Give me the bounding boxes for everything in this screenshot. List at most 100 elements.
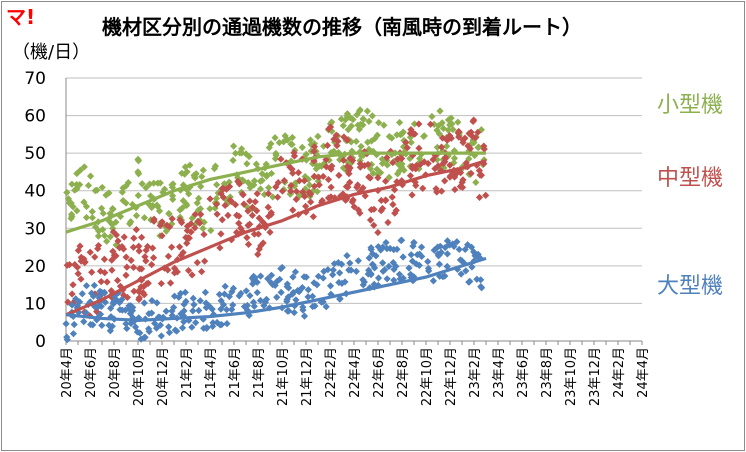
data-point-medium (255, 214, 263, 222)
data-point-large (439, 273, 447, 281)
data-point-small (142, 184, 150, 192)
data-point-small (271, 155, 280, 163)
data-point-large (262, 295, 271, 303)
data-point-small (198, 172, 206, 181)
data-point-large (436, 242, 444, 250)
data-point-medium (441, 153, 449, 162)
data-point-large (157, 332, 165, 340)
data-point-medium (149, 254, 158, 262)
data-point-small (313, 187, 321, 196)
data-point-large (82, 282, 91, 290)
data-point-large (473, 275, 481, 283)
data-point-small (288, 140, 296, 149)
data-point-medium (112, 252, 120, 260)
data-point-medium (349, 196, 357, 204)
data-point-medium (138, 265, 146, 273)
data-point-large (208, 305, 216, 313)
data-point-large (450, 242, 458, 250)
data-point-medium (365, 173, 373, 181)
data-point-small (252, 160, 260, 168)
data-point-medium (142, 257, 150, 265)
data-point-medium (88, 268, 96, 276)
data-point-medium (315, 181, 323, 189)
data-point-small (169, 180, 177, 188)
data-point-medium (451, 185, 459, 194)
y-tick-label: 0 (35, 332, 46, 352)
data-point-medium (450, 173, 459, 181)
y-tick-label: 50 (24, 144, 46, 164)
data-point-large (96, 310, 105, 318)
data-point-large (251, 274, 259, 282)
data-point-small (439, 124, 447, 133)
data-point-medium (366, 216, 375, 224)
data-point-medium (103, 278, 111, 286)
data-point-small (356, 106, 364, 114)
data-point-large (285, 307, 293, 315)
data-point-small (359, 115, 368, 123)
data-point-large (383, 275, 391, 283)
data-point-small (275, 139, 283, 147)
data-point-large (173, 327, 181, 335)
data-point-large (434, 250, 442, 258)
data-point-small (256, 177, 265, 185)
data-point-small (363, 107, 372, 115)
data-point-medium (74, 270, 82, 278)
data-point-large (209, 319, 217, 327)
data-point-medium (226, 196, 234, 204)
data-point-large (89, 321, 97, 329)
data-point-medium (188, 271, 196, 279)
data-point-medium (480, 142, 488, 150)
data-point-small (154, 179, 162, 187)
data-point-medium (280, 177, 288, 185)
data-point-medium (114, 237, 122, 245)
data-point-small (231, 149, 240, 157)
data-point-medium (80, 255, 88, 263)
data-point-small (410, 120, 419, 128)
data-point-small (91, 223, 100, 231)
data-point-large (82, 308, 90, 317)
data-point-medium (461, 134, 469, 142)
data-point-medium (170, 269, 179, 277)
data-point-large (115, 298, 124, 307)
data-point-medium (408, 164, 417, 173)
data-point-medium (166, 279, 175, 287)
data-point-medium (244, 240, 253, 248)
data-point-medium (206, 195, 214, 203)
data-point-small (155, 207, 164, 215)
data-point-small (272, 151, 280, 159)
data-point-small (67, 199, 75, 207)
data-point-small (371, 134, 379, 143)
data-point-small (225, 178, 233, 186)
x-tick-label: 20年6月 (84, 347, 99, 398)
data-point-large (457, 270, 465, 278)
data-point-medium (109, 247, 117, 256)
data-point-small (433, 143, 441, 151)
data-point-medium (467, 169, 475, 178)
data-point-large (127, 319, 135, 328)
data-point-medium (415, 120, 423, 128)
data-point-large (374, 243, 382, 251)
data-point-large (162, 307, 170, 315)
data-point-medium (474, 128, 482, 136)
data-point-medium (244, 221, 252, 230)
data-point-small (73, 207, 81, 215)
data-point-medium (134, 287, 143, 295)
data-point-medium (168, 215, 176, 223)
data-point-medium (216, 244, 224, 252)
data-point-medium (274, 193, 282, 201)
data-point-medium (464, 142, 472, 150)
data-point-medium (264, 203, 272, 211)
data-point-large (417, 243, 426, 251)
data-point-medium (108, 256, 116, 264)
data-point-medium (349, 156, 357, 165)
data-point-medium (432, 185, 440, 193)
data-point-large (381, 266, 389, 274)
x-tick-label: 22年6月 (372, 347, 387, 398)
data-point-large (379, 243, 387, 251)
data-point-medium (248, 211, 256, 219)
data-point-small (146, 180, 154, 188)
data-point-medium (443, 136, 451, 144)
data-point-medium (218, 184, 226, 193)
data-point-large (317, 298, 326, 306)
data-point-large (177, 289, 185, 298)
